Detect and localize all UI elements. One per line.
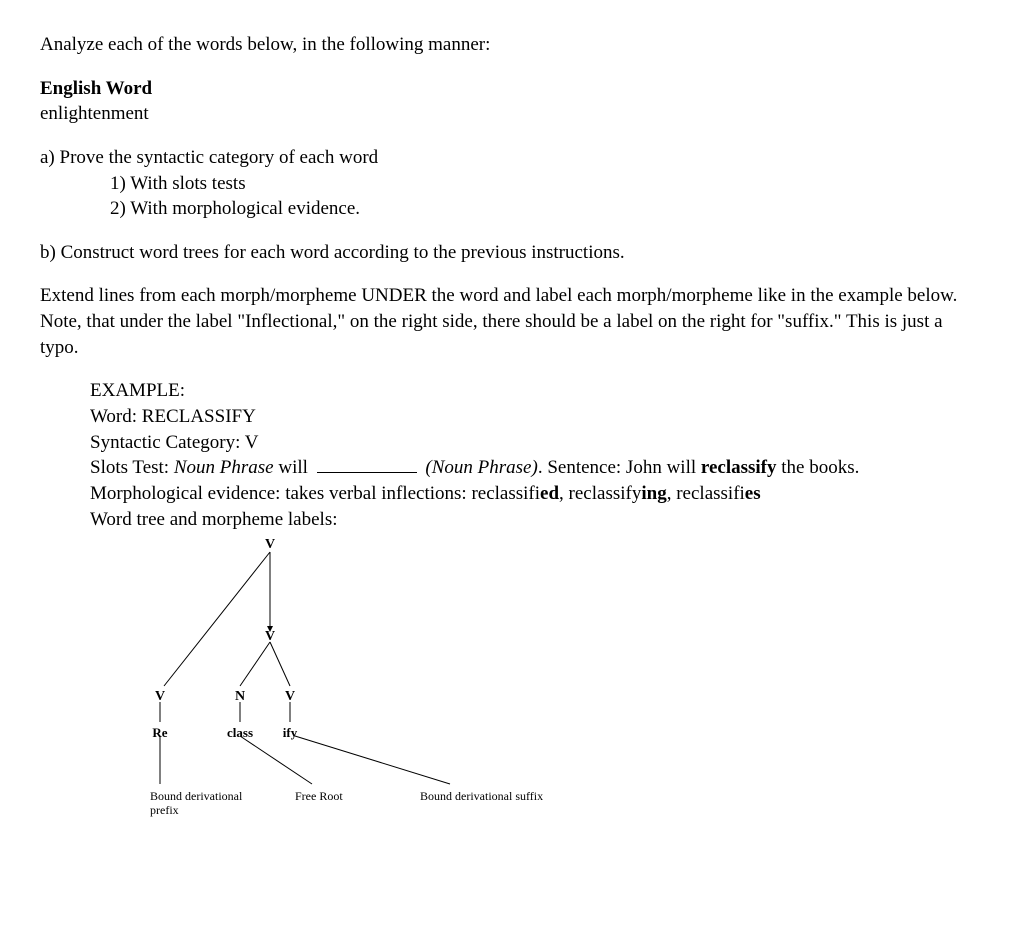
tree-leaf-ify: ify (283, 724, 297, 742)
part-a: a) Prove the syntactic category of each … (40, 145, 984, 222)
slot-blank (317, 472, 417, 473)
example-word-value: RECLASSIFY (142, 406, 256, 427)
morph-c3: , reclassifi (667, 483, 745, 504)
intro-text: Analyze each of the words below, in the … (40, 32, 984, 58)
slot-after: the books. (777, 457, 860, 478)
slot-reclassify: reclassify (701, 457, 777, 478)
slot-pre: Slots Test: (90, 457, 174, 478)
tree-leaf-class: class (227, 724, 253, 742)
example-block: EXAMPLE: Word: RECLASSIFY Syntactic Cate… (40, 378, 984, 836)
morph-label-suffix: Bound derivational suffix (420, 788, 543, 804)
heading-block: English Word enlightenment (40, 76, 984, 127)
part-a-sub2: 2) With morphological evidence. (40, 196, 984, 222)
slot-will: will (274, 457, 313, 478)
slot-np1: Noun Phrase (174, 457, 274, 478)
example-morph-evidence: Morphological evidence: takes verbal inf… (90, 481, 984, 507)
morph-label-prefix2: prefix (150, 802, 179, 818)
example-syncat: Syntactic Category: V (90, 430, 984, 456)
slot-np2: (Noun Phrase) (425, 457, 537, 478)
morph-c2: , reclassify (559, 483, 641, 504)
part-b: b) Construct word trees for each word ac… (40, 240, 984, 266)
tree-node-mid: V (265, 628, 275, 647)
target-word: enlightenment (40, 101, 984, 127)
slot-sentence: . Sentence: John will (538, 457, 701, 478)
morph-pre: Morphological evidence: takes verbal inf… (90, 483, 540, 504)
english-word-heading: English Word (40, 76, 984, 102)
morph-es: es (745, 483, 761, 504)
morph-label-root: Free Root (295, 788, 343, 804)
tree-node-vr: V (285, 688, 295, 707)
example-word-line: Word: RECLASSIFY (90, 404, 984, 430)
tree-node-n: N (235, 688, 245, 707)
example-slots-test: Slots Test: Noun Phrase will (Noun Phras… (90, 455, 984, 481)
tree-node-top: V (265, 536, 275, 555)
part-a-main: a) Prove the syntactic category of each … (40, 145, 984, 171)
tree-leaf-re: Re (152, 724, 167, 742)
instructions-para: Extend lines from each morph/morpheme UN… (40, 283, 984, 360)
morph-ed: ed (540, 483, 559, 504)
tree-header: Word tree and morpheme labels: (90, 507, 984, 533)
morph-ing: ing (641, 483, 666, 504)
part-a-sub1: 1) With slots tests (40, 171, 984, 197)
example-word-prefix: Word: (90, 406, 142, 427)
tree-node-vleft: V (155, 688, 165, 707)
example-title: EXAMPLE: (90, 378, 984, 404)
word-tree: V V V N V Re class ify Bound derivationa… (90, 536, 590, 836)
